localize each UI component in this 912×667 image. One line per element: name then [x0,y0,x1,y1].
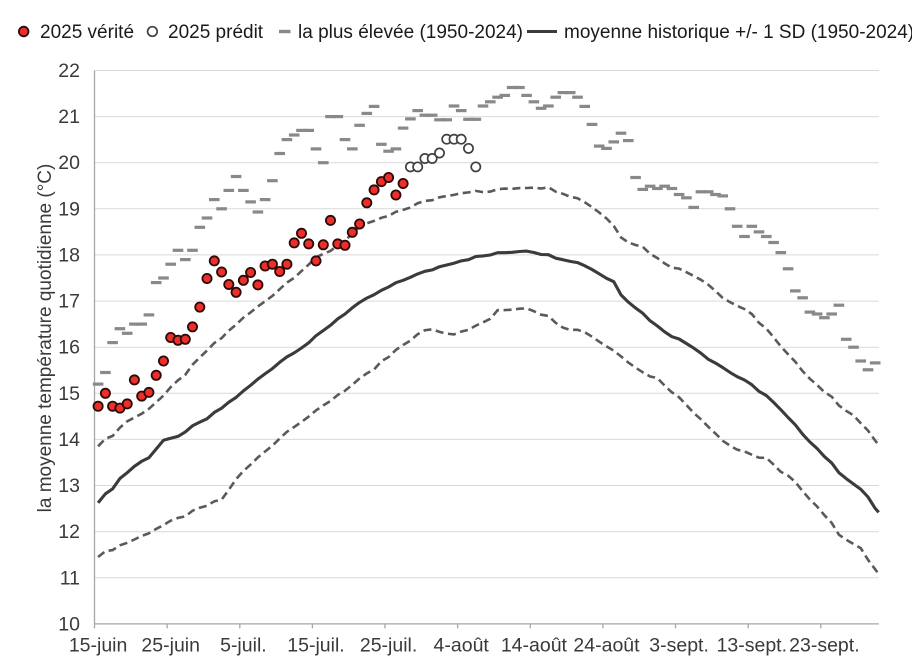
svg-text:20: 20 [58,152,80,174]
svg-text:24-août: 24-août [573,635,640,657]
svg-text:3-sept.: 3-sept. [649,635,709,657]
svg-text:10: 10 [58,613,80,635]
svg-text:12: 12 [58,521,80,543]
svg-text:la plus élevée (1950-2024): la plus élevée (1950-2024) [298,22,523,43]
svg-text:2025 prédit: 2025 prédit [168,22,264,43]
svg-text:22: 22 [58,60,80,82]
svg-text:14: 14 [58,429,80,451]
svg-text:13-sept.: 13-sept. [717,635,787,657]
svg-text:19: 19 [58,198,80,220]
svg-text:15-juin: 15-juin [69,635,128,657]
svg-text:17: 17 [58,291,80,313]
svg-text:4-août: 4-août [434,635,490,657]
svg-text:15: 15 [58,383,80,405]
svg-text:2025 vérité: 2025 vérité [40,22,134,43]
svg-text:25-juin: 25-juin [141,635,200,657]
svg-text:la moyenne température quotidi: la moyenne température quotidienne (°C) [35,164,56,513]
svg-text:moyenne historique +/- 1 SD (1: moyenne historique +/- 1 SD (1950-2024) [564,22,912,43]
svg-text:15-juil.: 15-juil. [287,635,344,657]
svg-text:5-juil.: 5-juil. [220,635,267,657]
svg-text:25-juil.: 25-juil. [360,635,417,657]
svg-text:18: 18 [58,244,80,266]
svg-text:13: 13 [58,475,80,497]
svg-text:21: 21 [58,106,80,128]
svg-text:14-août: 14-août [501,635,568,657]
svg-text:11: 11 [60,567,80,589]
svg-text:16: 16 [58,337,80,359]
svg-text:23-sept.: 23-sept. [789,635,859,657]
